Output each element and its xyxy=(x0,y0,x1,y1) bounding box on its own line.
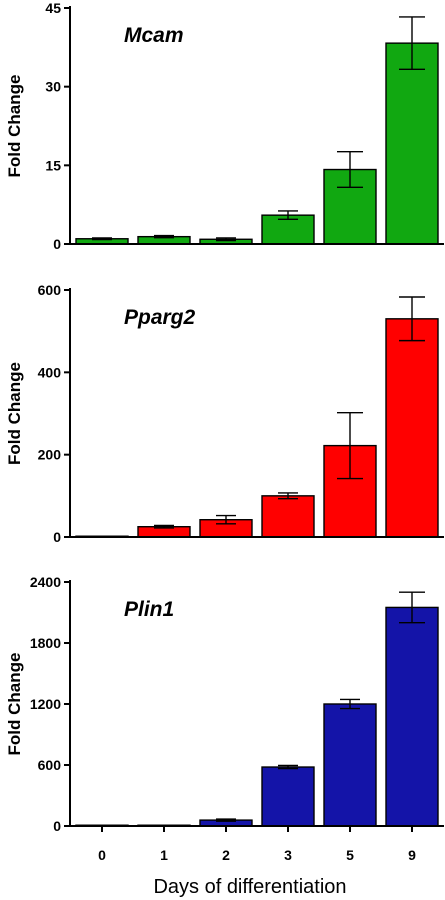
y-tick-label-mcam-45: 45 xyxy=(45,0,61,16)
y-axis-title-pparg2: Fold Change xyxy=(5,362,24,465)
y-tick-label-plin1-2400: 2400 xyxy=(30,574,61,590)
error-bar-pparg2-3 xyxy=(278,492,298,500)
error-bar-plin1-5 xyxy=(340,698,360,710)
error-bar-pparg2-9 xyxy=(399,296,425,342)
y-tick-label-plin1-0: 0 xyxy=(53,818,61,834)
bar-pparg2-9 xyxy=(385,318,439,538)
x-tick-label-1: 1 xyxy=(160,847,168,863)
bar-pparg2-3 xyxy=(261,495,315,538)
error-bar-plin1-2 xyxy=(216,818,236,822)
x-tick-label-2: 2 xyxy=(222,847,230,863)
error-bar-mcam-5 xyxy=(337,150,363,189)
x-axis-title: Days of differentiation xyxy=(153,876,346,898)
error-bar-plin1-9 xyxy=(399,591,425,624)
y-tick-label-pparg2-600: 600 xyxy=(38,282,62,298)
chart-panel-mcam: 0 15 30 45 Fold Change Mcam xyxy=(5,0,444,252)
bar-plin1-9 xyxy=(385,606,439,827)
y-tick-label-pparg2-0: 0 xyxy=(53,529,61,545)
bar-plin1-5 xyxy=(323,703,377,827)
y-axis-title-mcam: Fold Change xyxy=(5,75,24,178)
chart-panel-plin1: 0 600 1200 1800 2400 Fold Change Plin1 0 1 2 3 5 9 xyxy=(5,574,444,863)
error-bar-mcam-0 xyxy=(92,237,112,241)
y-tick-label-plin1-1800: 1800 xyxy=(30,635,61,651)
bar-plin1-3 xyxy=(261,766,315,827)
panel-title-plin1: Plin1 xyxy=(124,598,174,621)
x-tick-label-5: 5 xyxy=(346,847,354,863)
error-bar-pparg2-5 xyxy=(337,411,363,480)
panel-title-mcam: Mcam xyxy=(124,24,184,47)
error-bar-pparg2-2 xyxy=(216,514,236,525)
y-tick-label-pparg2-200: 200 xyxy=(38,447,62,463)
error-bar-pparg2-1 xyxy=(154,524,174,529)
x-tick-label-0: 0 xyxy=(98,847,106,863)
y-tick-label-pparg2-400: 400 xyxy=(38,364,62,380)
x-tick-label-9: 9 xyxy=(408,847,416,863)
y-tick-label-plin1-600: 600 xyxy=(38,757,62,773)
y-tick-label-mcam-30: 30 xyxy=(45,79,61,95)
y-tick-label-mcam-15: 15 xyxy=(45,157,61,173)
chart-panel-pparg2: 0 200 400 600 Fold Change Pparg2 xyxy=(5,282,444,545)
bar-mcam-5 xyxy=(323,168,377,245)
y-tick-label-plin1-1200: 1200 xyxy=(30,696,61,712)
y-axis-title-plin1: Fold Change xyxy=(5,653,24,756)
error-bar-mcam-9 xyxy=(399,16,425,71)
error-bar-mcam-3 xyxy=(278,210,298,221)
error-bar-plin1-3 xyxy=(278,764,298,770)
panel-title-pparg2: Pparg2 xyxy=(124,306,196,329)
y-tick-label-mcam-0: 0 xyxy=(53,236,61,252)
error-bar-mcam-2 xyxy=(216,237,236,242)
bar-mcam-9 xyxy=(385,42,439,245)
error-bar-mcam-1 xyxy=(154,234,174,239)
x-tick-label-3: 3 xyxy=(284,847,292,863)
